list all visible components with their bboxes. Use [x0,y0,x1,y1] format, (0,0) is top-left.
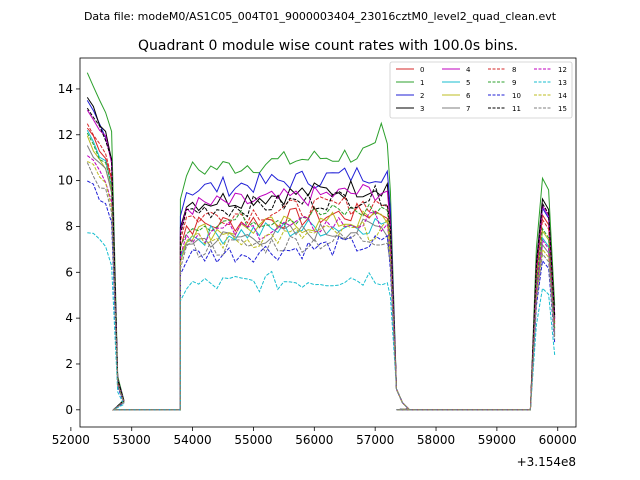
y-tick-label: 2 [65,357,73,371]
legend-label-8: 8 [512,66,516,74]
x-tick-label: 59000 [478,433,516,447]
x-tick-label: 57000 [356,433,394,447]
x-tick-label: 56000 [295,433,333,447]
y-tick-label: 6 [65,265,73,279]
legend-label-13: 13 [558,79,567,87]
y-tick-label: 10 [58,174,73,188]
chart-title: Quadrant 0 module wise count rates with … [138,38,518,54]
legend-label-0: 0 [420,66,424,74]
y-tick-label: 12 [58,128,73,142]
legend-label-7: 7 [466,105,470,113]
x-tick-label: 52000 [52,433,90,447]
legend-label-2: 2 [420,92,424,100]
suptitle: Data file: modeM0/AS1C05_004T01_90000034… [84,10,557,23]
legend-label-12: 12 [558,66,567,74]
y-tick-label: 14 [58,82,73,96]
x-tick-label: 54000 [173,433,211,447]
legend-label-4: 4 [466,66,471,74]
x-tick-label: 53000 [113,433,151,447]
legend-label-6: 6 [466,92,471,100]
axes-frame [79,57,577,428]
legend-label-14: 14 [558,92,567,100]
x-tick-label: 60000 [539,433,577,447]
legend-label-15: 15 [558,105,567,113]
series-line-15 [86,162,556,411]
legend-label-11: 11 [512,105,521,113]
legend-label-5: 5 [466,79,470,87]
y-tick-label: 0 [65,403,73,417]
legend-box [389,61,573,119]
x-offset-label: +3.154e8 [517,455,576,469]
legend-label-10: 10 [512,92,521,100]
y-tick-label: 8 [65,219,73,233]
y-tick-label: 4 [65,311,73,325]
legend-label-1: 1 [420,79,424,87]
x-tick-label: 55000 [234,433,272,447]
legend-label-9: 9 [512,79,516,87]
legend-label-3: 3 [420,105,424,113]
x-tick-label: 58000 [417,433,455,447]
plot-area: 52000 53000 54000 55000 56000 57000 58000 59000… [52,57,577,447]
